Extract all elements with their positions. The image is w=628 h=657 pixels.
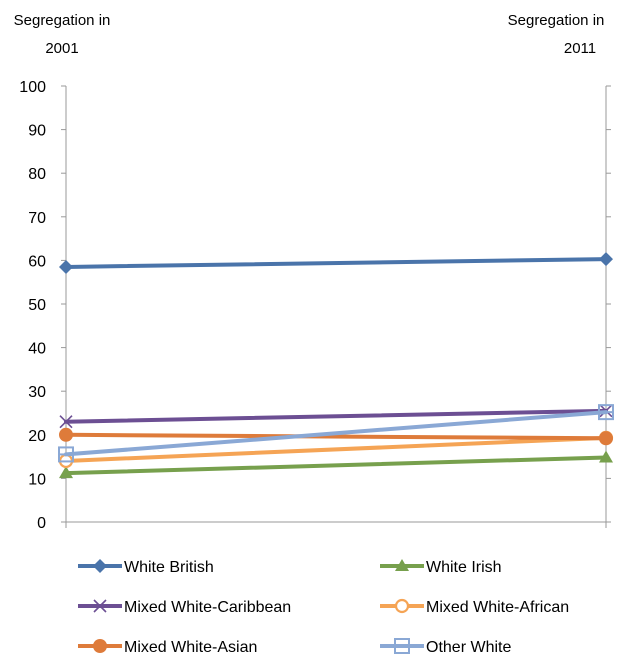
y-tick-label: 50 [28,297,46,314]
legend-label: White Irish [426,559,502,576]
series-line [64,432,608,441]
legend-marker [394,598,410,614]
right-axis-title-line1: Segregation in [508,12,605,29]
legend-marker [93,639,107,653]
y-tick-label: 30 [28,384,46,401]
left-axis-title-line2: 2001 [45,40,78,57]
legend-label: Mixed White-Caribbean [124,599,291,616]
legend-label: Other White [426,639,511,656]
legend-item: Mixed White-African [380,598,569,616]
legend-item: White Irish [380,559,502,576]
legend-marker [395,559,409,571]
y-tick-label: 60 [28,253,46,270]
data-point [599,431,613,446]
series-line [64,455,608,476]
y-tick-label: 10 [28,471,46,488]
legend-label: White British [124,559,214,576]
axes [61,85,611,528]
legend: White British White Irish Mixed White-Cari… [78,559,569,656]
y-tick-label: 90 [28,123,46,140]
y-tick-label: 100 [19,79,46,96]
legend-marker [93,559,107,573]
y-tick-label: 20 [28,428,46,445]
legend-item: Other White [380,638,511,656]
series-line [64,408,608,424]
series-0 [59,252,613,274]
series-4 [59,427,613,446]
series-line [64,435,608,463]
data-point [599,252,613,267]
data-point [59,415,73,429]
legend-label: Mixed White-Asian [124,639,257,656]
legend-item: White British [78,559,214,576]
left-axis-title: Segregation in 2001 [14,12,111,57]
series-1 [59,450,613,479]
data-point [599,450,613,463]
legend-label: Mixed White-African [426,599,569,616]
series-5 [58,404,614,463]
data-point [59,427,73,442]
y-tick-label: 70 [28,210,46,227]
right-axis-title: Segregation in 2011 [508,12,605,57]
y-tick-label: 40 [28,341,46,358]
series-line [64,410,608,457]
legend-item: Mixed White-Caribbean [78,599,291,616]
data-point [59,466,73,479]
legend-marker [93,599,107,613]
series-line [64,257,608,269]
y-tick-labels: 0 10 20 30 40 50 60 70 80 90 100 [19,79,46,532]
data-point [59,259,73,274]
left-axis-title-line1: Segregation in [14,12,111,29]
y-tick-label: 80 [28,166,46,183]
legend-item: Mixed White-Asian [78,639,257,656]
right-axis-title-line2: 2011 [564,40,596,57]
series-group [58,252,614,479]
y-tick-label: 0 [37,515,46,532]
